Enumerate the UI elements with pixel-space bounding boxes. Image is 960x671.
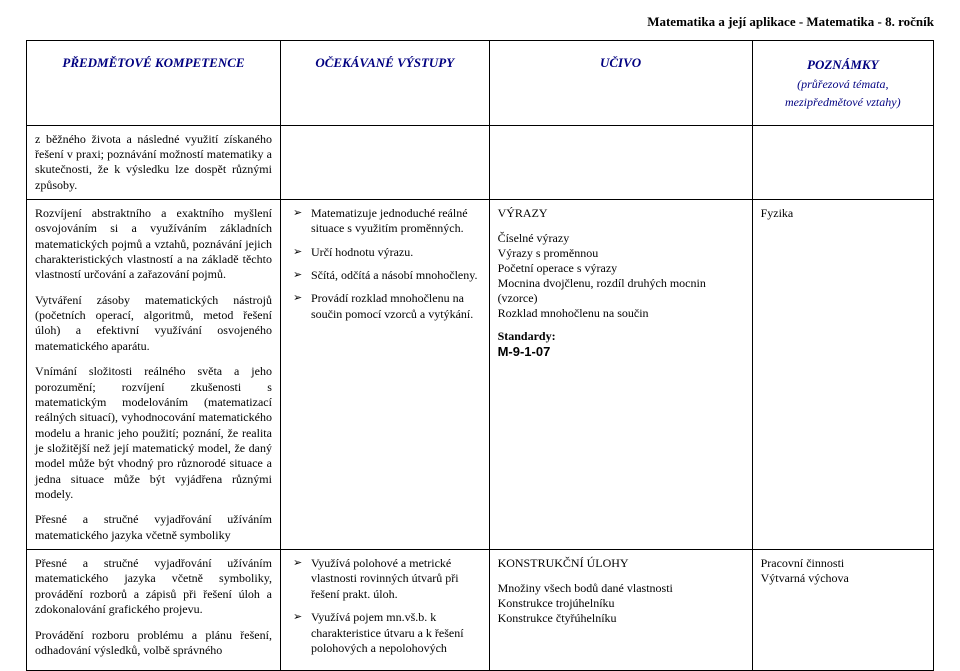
paragraph: Vnímání složitosti reálného světa a jeho…: [35, 364, 272, 502]
list-item: Využívá polohové a metrické vlastnosti r…: [289, 556, 481, 602]
topic-heading: KONSTRUKČNÍ ÚLOHY: [498, 556, 744, 571]
table-row: Rozvíjení abstraktního a exaktního myšle…: [27, 199, 934, 549]
cell-r2-c3: VÝRAZY Číselné výrazy Výrazy s proměnnou…: [489, 199, 752, 549]
header-col2: OČEKÁVANÉ VÝSTUPY: [280, 41, 489, 126]
header-col4-main: POZNÁMKY: [807, 57, 879, 72]
topic-line: Rozklad mnohočlenu na součin: [498, 306, 744, 321]
cell-r1-c2: [280, 125, 489, 199]
note-line: Fyzika: [761, 206, 925, 221]
topic-line: Mocnina dvojčlenu, rozdíl druhých mocnin…: [498, 276, 744, 306]
header-col3: UČIVO: [489, 41, 752, 126]
cell-r3-c4: Pracovní činnosti Výtvarná výchova: [752, 550, 933, 671]
cell-r1-c1: z běžného života a následné využití získ…: [27, 125, 281, 199]
standards-label: Standardy:: [498, 329, 744, 344]
paragraph: Provádění rozboru problému a plánu řešen…: [35, 628, 272, 659]
cell-r2-c1: Rozvíjení abstraktního a exaktního myšle…: [27, 199, 281, 549]
standards-code: M-9-1-07: [498, 344, 744, 359]
note-line: Pracovní činnosti: [761, 556, 925, 571]
header-col4-sub: (průřezová témata, mezipředmětové vztahy…: [759, 75, 927, 111]
topic-line: Konstrukce trojúhelníku: [498, 596, 744, 611]
cell-r1-c4: [752, 125, 933, 199]
topic-line: Číselné výrazy: [498, 231, 744, 246]
paragraph: z běžného života a následné využití získ…: [35, 132, 272, 193]
cell-r3-c2: Využívá polohové a metrické vlastnosti r…: [280, 550, 489, 671]
header-col4: POZNÁMKY (průřezová témata, mezipředměto…: [752, 41, 933, 126]
cell-r3-c1: Přesné a stručné vyjadřování užíváním ma…: [27, 550, 281, 671]
topic-line: Výrazy s proměnnou: [498, 246, 744, 261]
paragraph: Vytváření zásoby matematických nástrojů …: [35, 293, 272, 354]
paragraph: Rozvíjení abstraktního a exaktního myšle…: [35, 206, 272, 283]
paragraph: Přesné a stručné vyjadřování užíváním ma…: [35, 512, 272, 543]
list-item: Sčítá, odčítá a násobí mnohočleny.: [289, 268, 481, 283]
topic-line: Konstrukce čtyřúhelníku: [498, 611, 744, 626]
topic-line: Množiny všech bodů dané vlastnosti: [498, 581, 744, 596]
topic-line: Početní operace s výrazy: [498, 261, 744, 276]
table-row: z běžného života a následné využití získ…: [27, 125, 934, 199]
topic-heading: VÝRAZY: [498, 206, 744, 221]
cell-r2-c4: Fyzika: [752, 199, 933, 549]
paragraph: Přesné a stručné vyjadřování užíváním ma…: [35, 556, 272, 617]
note-line: Výtvarná výchova: [761, 571, 925, 586]
list-item: Matematizuje jednoduché reálné situace s…: [289, 206, 481, 237]
list-item: Provádí rozklad mnohočlenu na součin pom…: [289, 291, 481, 322]
list-item: Určí hodnotu výrazu.: [289, 245, 481, 260]
header-row: PŘEDMĚTOVÉ KOMPETENCE OČEKÁVANÉ VÝSTUPY …: [27, 41, 934, 126]
cell-r1-c3: [489, 125, 752, 199]
page-title: Matematika a její aplikace - Matematika …: [26, 14, 934, 30]
cell-r2-c2: Matematizuje jednoduché reálné situace s…: [280, 199, 489, 549]
table-row: Přesné a stručné vyjadřování užíváním ma…: [27, 550, 934, 671]
list-item: Využívá pojem mn.vš.b. k charakteristice…: [289, 610, 481, 656]
curriculum-table: PŘEDMĚTOVÉ KOMPETENCE OČEKÁVANÉ VÝSTUPY …: [26, 40, 934, 671]
cell-r3-c3: KONSTRUKČNÍ ÚLOHY Množiny všech bodů dan…: [489, 550, 752, 671]
header-col1: PŘEDMĚTOVÉ KOMPETENCE: [27, 41, 281, 126]
